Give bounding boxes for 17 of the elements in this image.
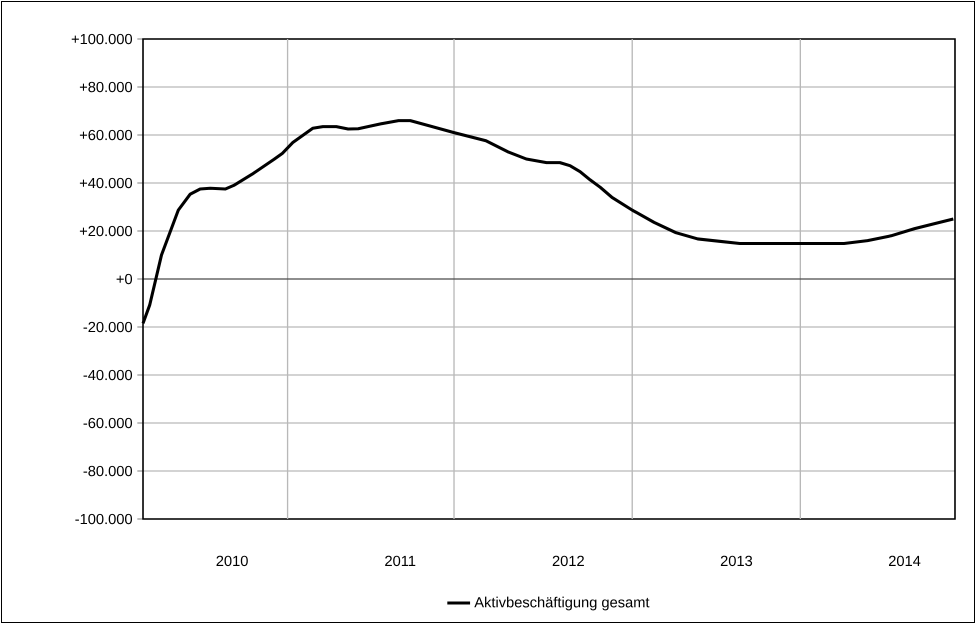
x-tick-label: 2011 xyxy=(385,556,416,566)
y-tick-label: +20.000 xyxy=(80,226,132,236)
y-tick-label: -60.000 xyxy=(84,418,132,428)
x-tick-label: 2013 xyxy=(720,556,752,566)
y-tick-label: -80.000 xyxy=(84,466,132,476)
x-tick-label: 2010 xyxy=(216,556,248,566)
y-tick-label: -40.000 xyxy=(84,370,132,380)
y-tick-label: +40.000 xyxy=(80,178,132,188)
y-tick-label: +60.000 xyxy=(80,130,132,140)
y-tick-label: +0 xyxy=(116,274,132,284)
legend-label: Aktivbeschäftigung gesamt xyxy=(474,596,650,610)
y-tick-label: -100.000 xyxy=(75,514,132,524)
x-tick-label: 2014 xyxy=(888,556,920,566)
y-tick-label: -20.000 xyxy=(84,322,132,332)
y-tick-label: +100.000 xyxy=(72,34,132,44)
x-tick-label: 2012 xyxy=(552,556,584,566)
y-tick-label: +80.000 xyxy=(80,82,132,92)
